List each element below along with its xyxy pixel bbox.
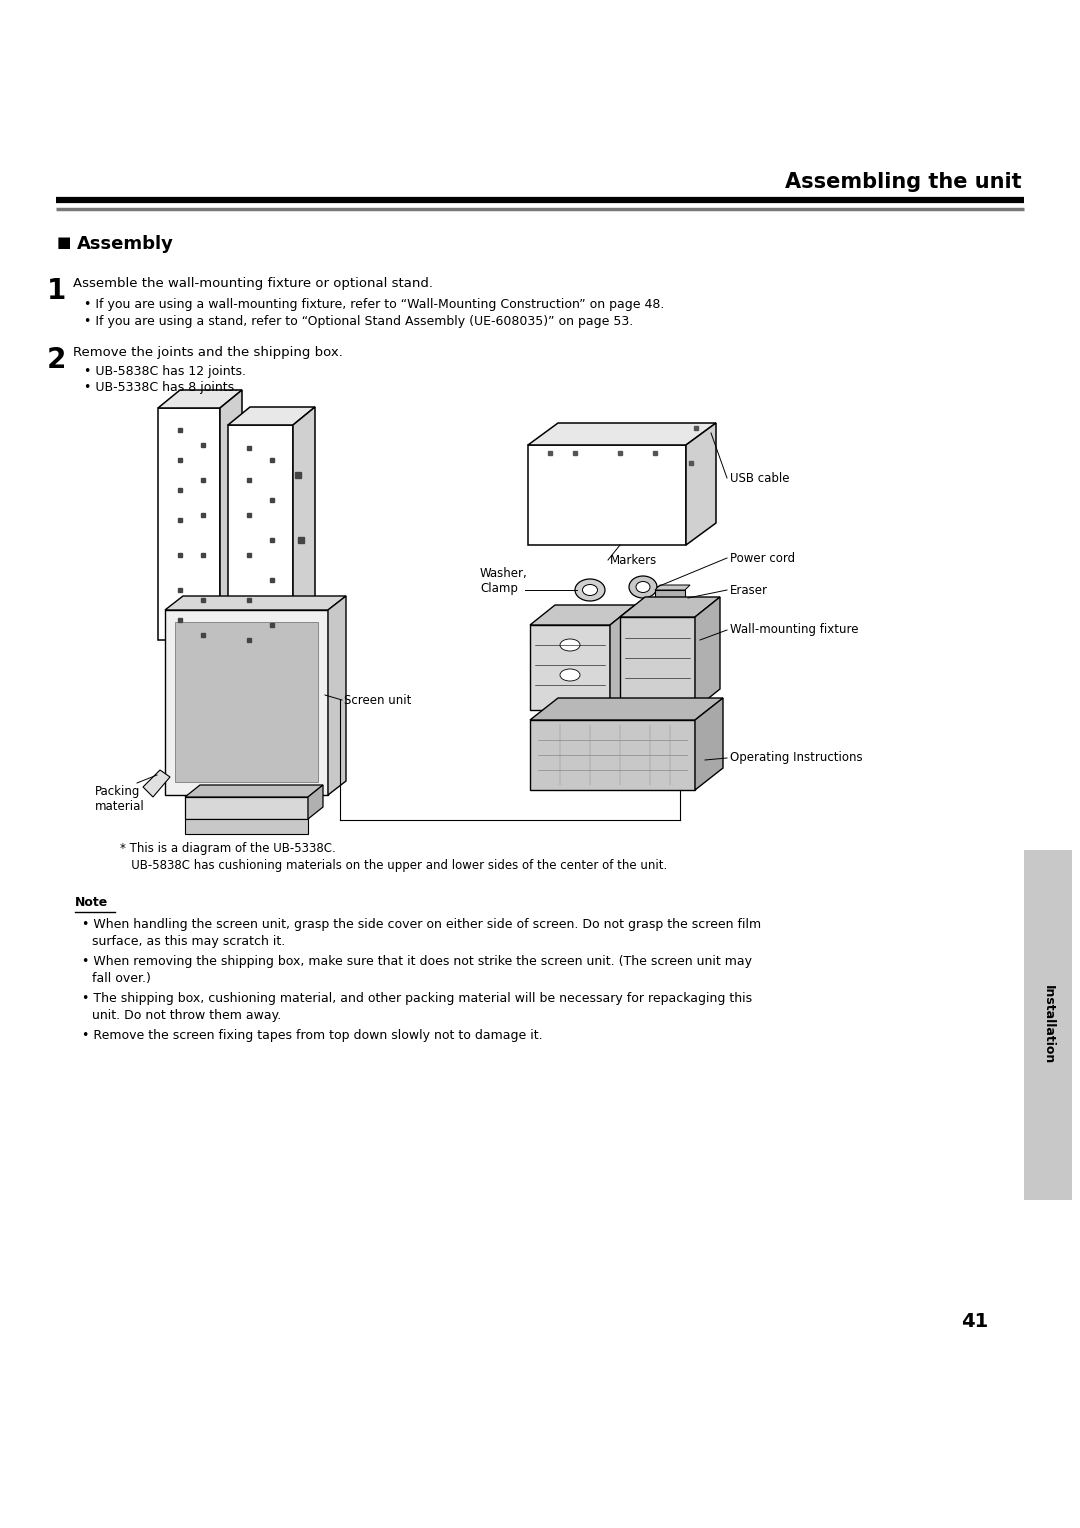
Ellipse shape [575, 579, 605, 601]
Polygon shape [620, 617, 696, 709]
Text: • The shipping box, cushioning material, and other packing material will be nece: • The shipping box, cushioning material,… [82, 992, 752, 1005]
Text: Assembly: Assembly [77, 235, 174, 254]
Polygon shape [185, 798, 308, 819]
Text: Operating Instructions: Operating Instructions [730, 752, 863, 764]
Text: Power cord: Power cord [730, 552, 795, 564]
Text: Assembling the unit: Assembling the unit [785, 173, 1022, 193]
Text: * This is a diagram of the UB-5338C.: * This is a diagram of the UB-5338C. [120, 842, 336, 856]
Text: fall over.): fall over.) [92, 972, 151, 986]
Text: surface, as this may scratch it.: surface, as this may scratch it. [92, 935, 285, 947]
Polygon shape [293, 406, 315, 663]
Polygon shape [165, 610, 328, 795]
Polygon shape [158, 408, 220, 640]
Polygon shape [328, 596, 346, 795]
Text: • UB-5338C has 8 joints.: • UB-5338C has 8 joints. [84, 380, 238, 394]
Text: Markers: Markers [610, 553, 658, 567]
Text: Clamp: Clamp [480, 582, 518, 594]
Ellipse shape [636, 582, 650, 593]
Polygon shape [185, 819, 308, 834]
Text: 41: 41 [961, 1313, 988, 1331]
Text: Eraser: Eraser [730, 584, 768, 596]
Polygon shape [528, 423, 716, 445]
Text: Washer,: Washer, [480, 567, 528, 581]
Polygon shape [530, 698, 723, 720]
Text: Note: Note [75, 895, 108, 909]
Polygon shape [686, 423, 716, 545]
Text: 2: 2 [46, 345, 66, 374]
Text: 1: 1 [46, 277, 66, 306]
Polygon shape [528, 445, 686, 545]
Polygon shape [220, 390, 242, 640]
Polygon shape [175, 622, 318, 782]
Text: • When handling the screen unit, grasp the side cover on either side of screen. : • When handling the screen unit, grasp t… [82, 918, 761, 931]
Ellipse shape [561, 639, 580, 651]
Bar [1024, 850, 1072, 1199]
Text: • UB-5838C has 12 joints.: • UB-5838C has 12 joints. [84, 365, 246, 377]
Polygon shape [530, 605, 635, 625]
Polygon shape [654, 585, 690, 590]
Ellipse shape [582, 585, 597, 596]
Text: • If you are using a stand, refer to “Optional Stand Assembly (UE-608035)” on pa: • If you are using a stand, refer to “Op… [84, 315, 633, 329]
Text: ■: ■ [57, 235, 71, 251]
Ellipse shape [561, 669, 580, 681]
Text: Wall-mounting fixture: Wall-mounting fixture [730, 623, 859, 637]
Polygon shape [165, 596, 346, 610]
Polygon shape [185, 785, 323, 798]
Text: Remove the joints and the shipping box.: Remove the joints and the shipping box. [73, 345, 342, 359]
Text: Packing
material: Packing material [95, 785, 145, 813]
Text: • When removing the shipping box, make sure that it does not strike the screen u: • When removing the shipping box, make s… [82, 955, 752, 969]
Text: USB cable: USB cable [730, 472, 789, 484]
Text: UB-5838C has cushioning materials on the upper and lower sides of the center of : UB-5838C has cushioning materials on the… [120, 859, 667, 872]
Polygon shape [228, 425, 293, 663]
Polygon shape [308, 785, 323, 819]
Text: Assemble the wall-mounting fixture or optional stand.: Assemble the wall-mounting fixture or op… [73, 277, 433, 290]
Polygon shape [143, 770, 170, 798]
Polygon shape [530, 625, 610, 711]
Polygon shape [610, 605, 635, 711]
Polygon shape [620, 597, 720, 617]
Polygon shape [696, 597, 720, 709]
Ellipse shape [629, 576, 657, 597]
Polygon shape [654, 590, 685, 605]
Text: • If you are using a wall-mounting fixture, refer to “Wall-Mounting Construction: • If you are using a wall-mounting fixtu… [84, 298, 664, 312]
Text: Screen unit: Screen unit [345, 694, 411, 706]
Polygon shape [696, 698, 723, 790]
Text: unit. Do not throw them away.: unit. Do not throw them away. [92, 1008, 281, 1022]
Polygon shape [228, 406, 315, 425]
Text: Installation: Installation [1041, 986, 1054, 1065]
Text: • Remove the screen fixing tapes from top down slowly not to damage it.: • Remove the screen fixing tapes from to… [82, 1028, 542, 1042]
Polygon shape [158, 390, 242, 408]
Polygon shape [530, 720, 696, 790]
